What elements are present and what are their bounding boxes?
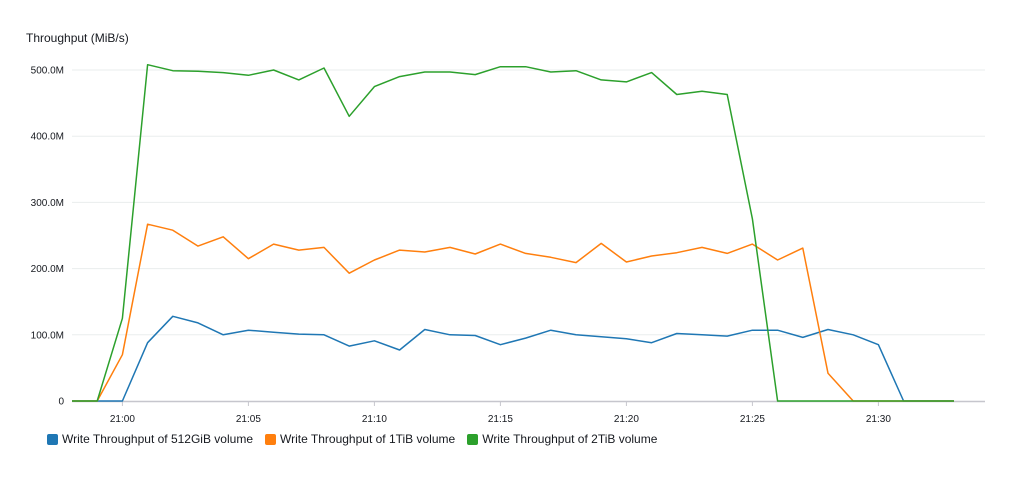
series-line-2: [72, 223, 954, 402]
x-tick-label: 21:05: [236, 414, 261, 425]
legend-label: Write Throughput of 1TiB volume: [280, 432, 456, 446]
y-tick-label: 500.0M: [31, 66, 64, 77]
y-tick-label: 200.0M: [31, 264, 64, 275]
legend-swatch: [467, 433, 479, 445]
x-tick-label: 21:20: [614, 414, 639, 425]
legend-swatch: [47, 433, 58, 445]
legend-item-2[interactable]: Write Throughput of 1TiB volume: [265, 432, 455, 446]
x-tick-label: 21:15: [488, 414, 513, 425]
line-chart: 0 100.0M 200.0M 300.0M 400.0M 500.0M 21:00 21:0…: [31, 63, 985, 425]
legend-item-3[interactable]: Write Throughput of 2TiB volume: [467, 432, 657, 446]
series-line-3: [72, 63, 954, 402]
legend-label: Write Throughput of 512GiB volume: [62, 432, 253, 446]
x-tick-label: 21:00: [110, 414, 135, 425]
y-tick-label: 400.0M: [31, 132, 64, 143]
series-line-1: [72, 315, 954, 402]
y-tick-label: 100.0M: [31, 330, 64, 341]
x-tick-label: 21:10: [362, 414, 387, 425]
y-axis-label: Throughput (MiB/s): [26, 31, 129, 45]
y-tick-label: 0: [58, 397, 64, 408]
legend-label: Write Throughput of 2TiB volume: [482, 432, 658, 446]
legend-item-1[interactable]: Write Throughput of 512GiB volume: [47, 432, 253, 446]
y-tick-label: 300.0M: [31, 198, 64, 209]
legend-swatch: [265, 433, 276, 445]
x-tick-label: 21:30: [866, 414, 891, 425]
legend: Write Throughput of 512GiB volume Write T…: [47, 432, 657, 446]
x-tick-label: 21:25: [740, 414, 765, 425]
